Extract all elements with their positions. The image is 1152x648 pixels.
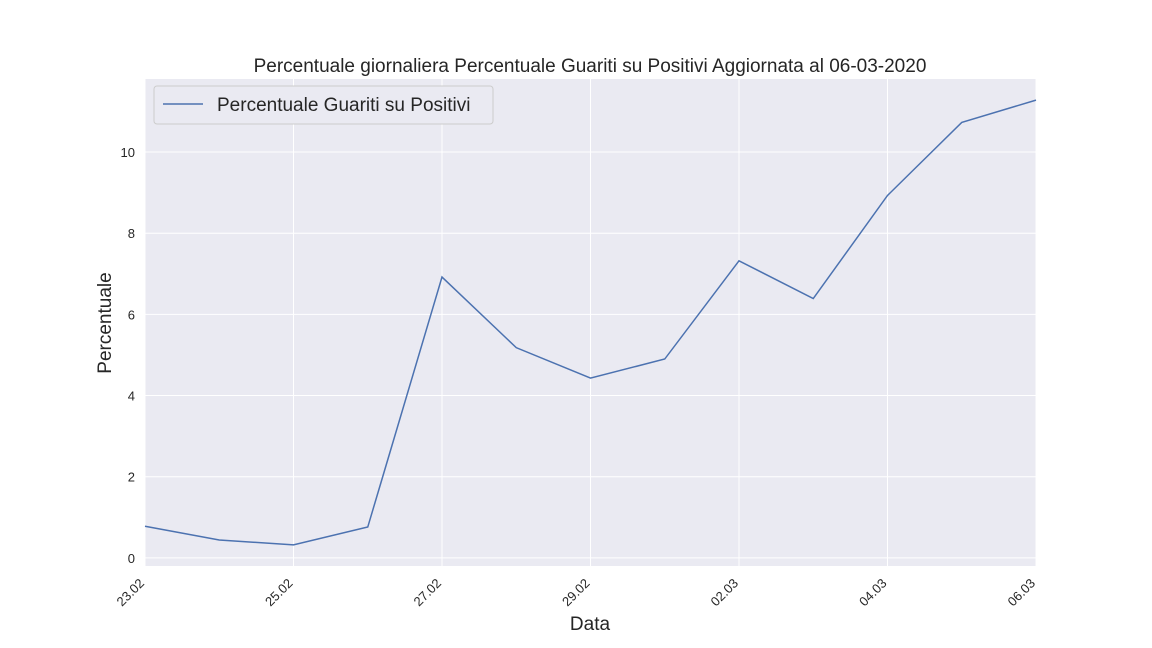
data-point-03.03 — [812, 297, 815, 300]
x-axis-ticks: 23.02 25.02 27.02 29.02 02.03 04.03 06.03 — [114, 576, 1039, 610]
data-point-05.03 — [960, 121, 963, 124]
x-tick-label: 02.03 — [708, 576, 742, 610]
grid-lines — [144, 79, 1037, 566]
x-tick-label: 04.03 — [856, 576, 890, 610]
data-point-29.02 — [589, 377, 592, 380]
data-point-02.03 — [738, 259, 741, 262]
legend-box — [153, 85, 494, 125]
y-axis-ticks: 0 2 4 6 8 10 — [121, 145, 135, 566]
y-tick-label: 6 — [128, 307, 135, 322]
legend-entry: Percentuale Guariti su Positivi — [217, 95, 470, 116]
data-point-01.03 — [663, 358, 666, 361]
chart-title: Percentuale giornaliera Percentuale Guar… — [254, 56, 927, 77]
x-tick-label: 29.02 — [559, 576, 593, 610]
x-tick-label: 25.02 — [262, 576, 296, 610]
x-tick-label: 23.02 — [114, 576, 148, 610]
y-tick-label: 4 — [128, 389, 135, 404]
data-point-26.02 — [366, 526, 369, 529]
x-tick-label: 06.03 — [1005, 576, 1039, 610]
data-point-04.03 — [886, 194, 889, 197]
data-point-27.02 — [441, 276, 444, 279]
data-point-23.02 — [144, 525, 147, 528]
legend: Percentuale Guariti su Positivi — [153, 85, 494, 125]
x-tick-label: 27.02 — [411, 576, 445, 610]
y-tick-label: 0 — [128, 551, 135, 566]
y-tick-label: 8 — [128, 226, 135, 241]
y-axis-label: Percentuale — [95, 272, 116, 373]
data-point-28.02 — [515, 346, 518, 349]
y-tick-label: 2 — [128, 470, 135, 485]
data-point-24.02 — [218, 539, 221, 542]
data-point-25.02 — [292, 543, 295, 546]
series-line-percentuale-guariti — [144, 99, 1037, 546]
y-tick-label: 10 — [121, 145, 135, 160]
x-axis-label: Data — [570, 614, 611, 635]
data-point-06.03 — [1035, 99, 1038, 102]
